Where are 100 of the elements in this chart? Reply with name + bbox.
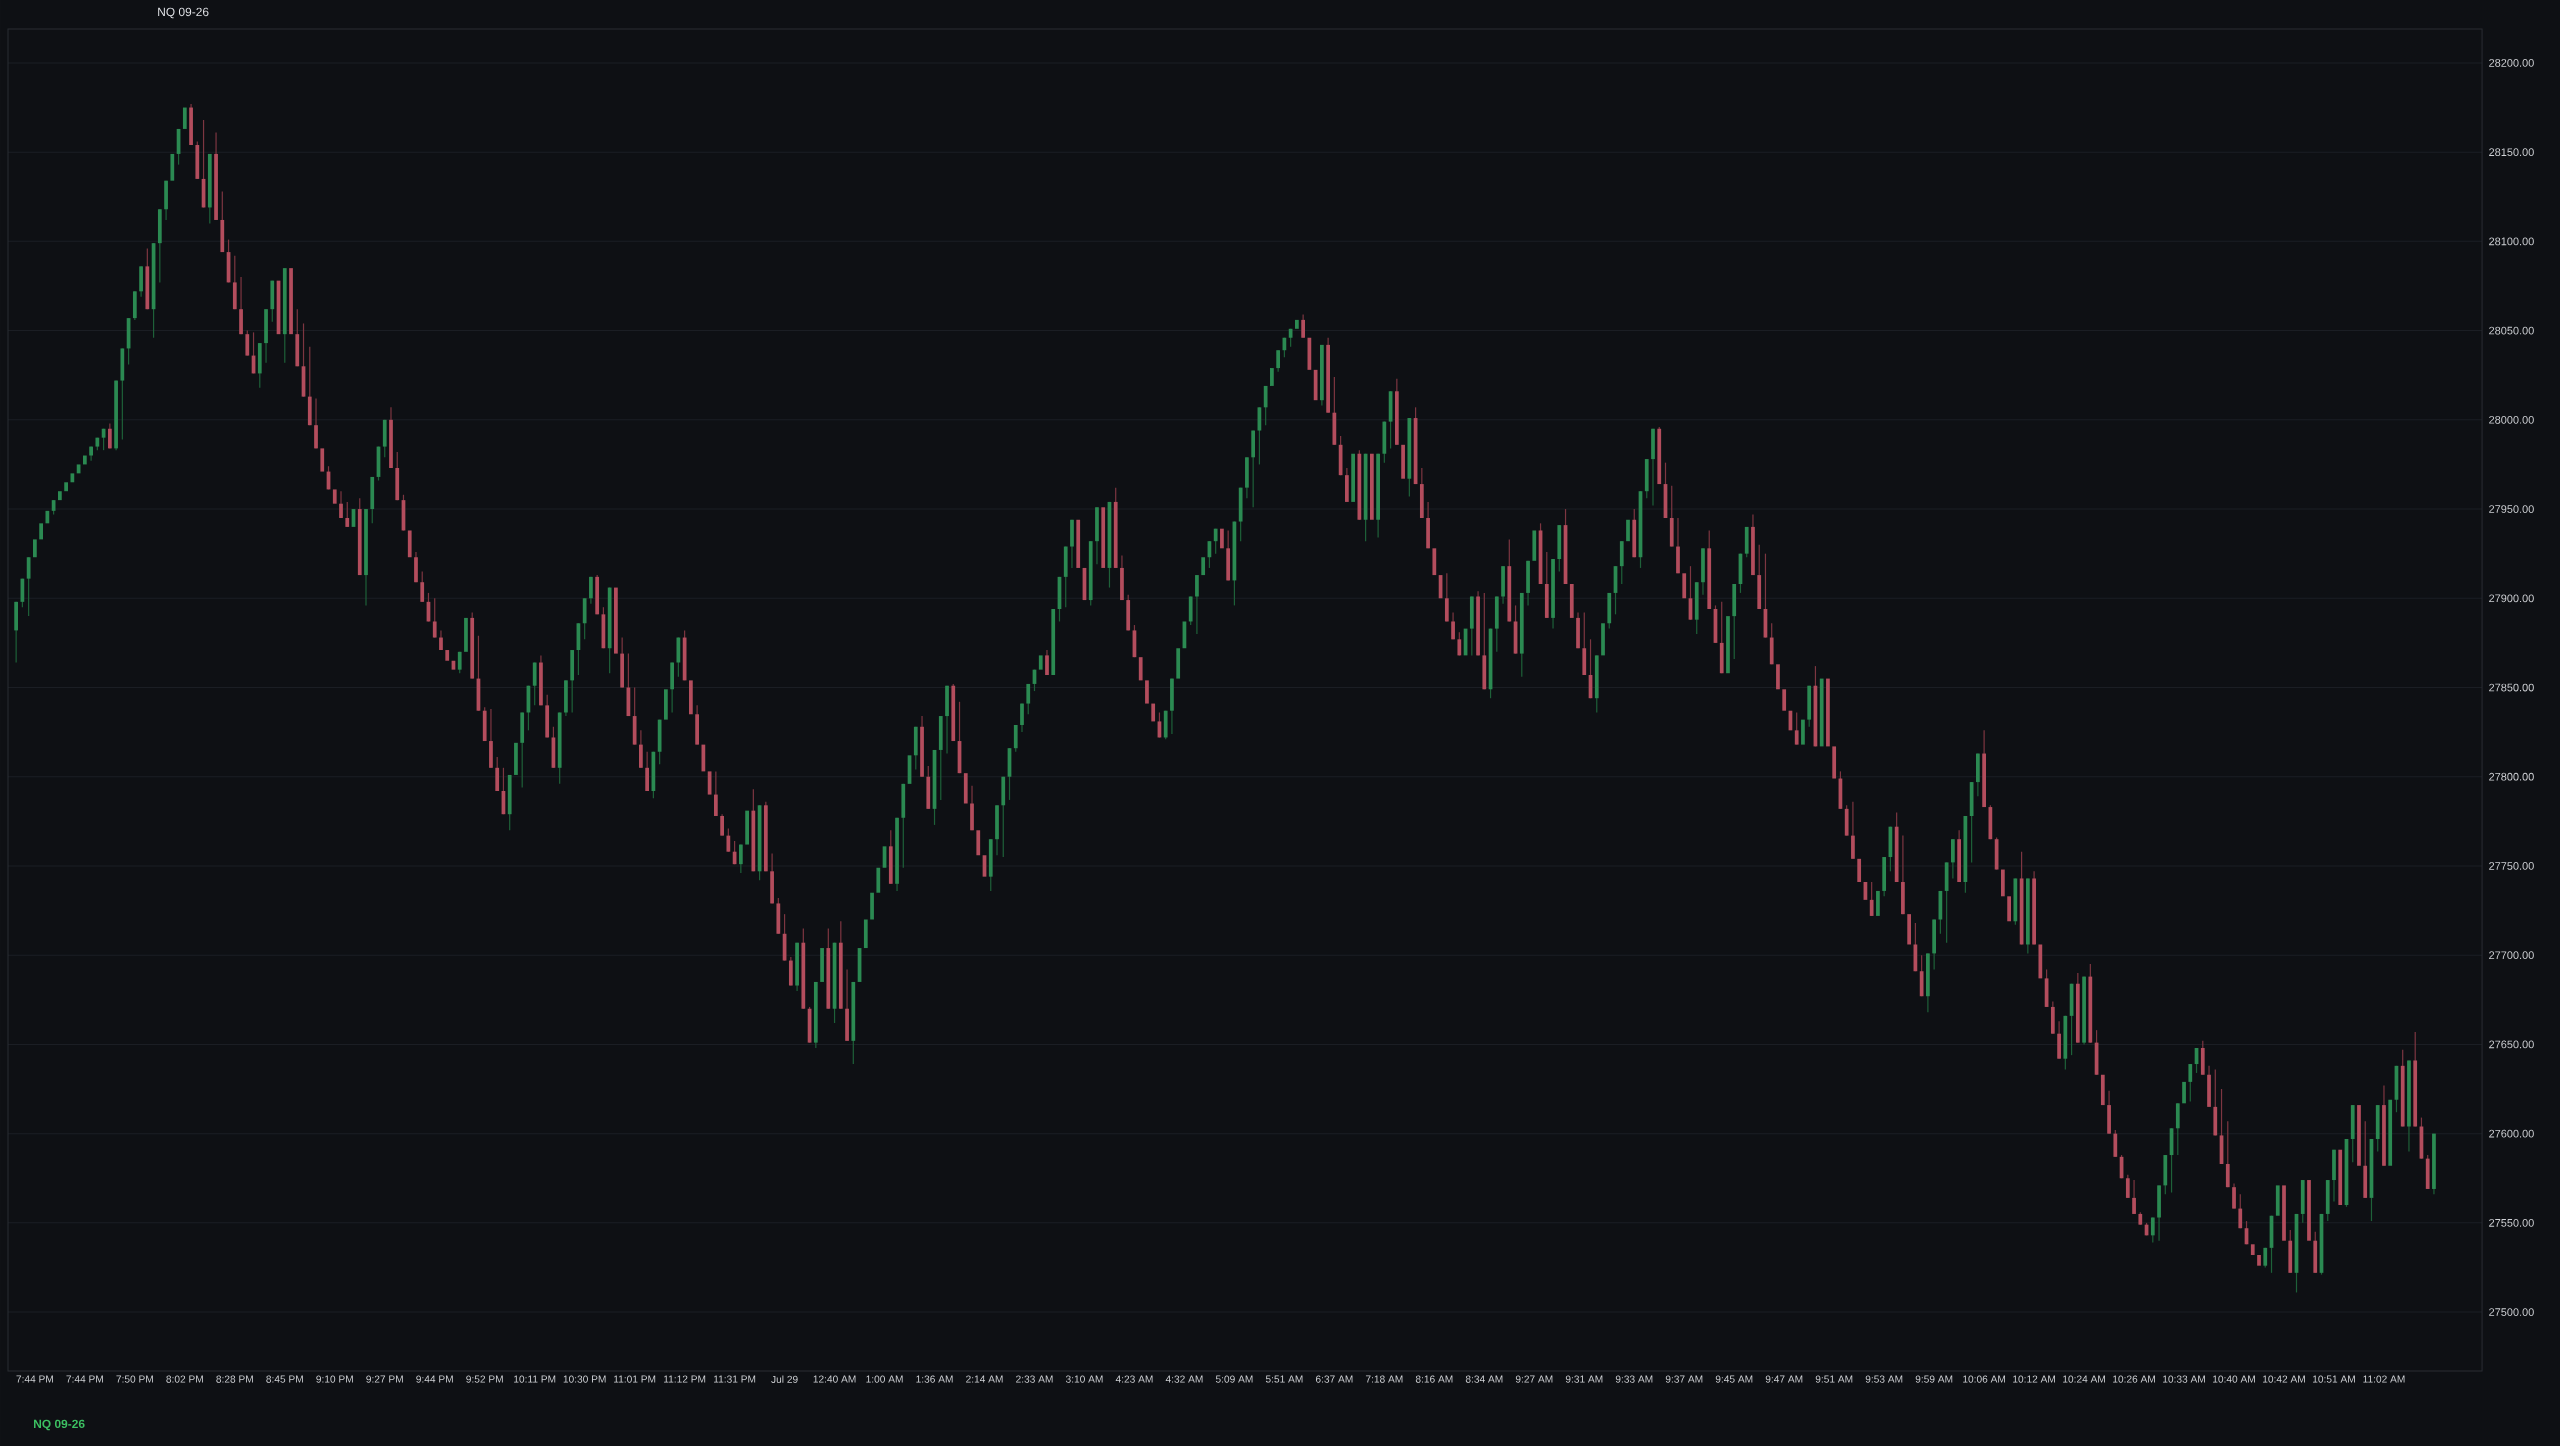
candlestick xyxy=(639,729,643,769)
candlestick xyxy=(689,680,693,715)
candlestick xyxy=(182,107,187,129)
candlestick xyxy=(1038,655,1043,670)
candlestick xyxy=(1195,574,1199,635)
candlestick xyxy=(345,501,350,528)
candlestick xyxy=(1794,711,1799,746)
candlestick xyxy=(2113,1129,2118,1158)
candlestick xyxy=(1907,914,1912,945)
candlestick xyxy=(2307,1180,2311,1241)
x-tick-label: 10:33 AM xyxy=(2163,1375,2205,1383)
candlestick xyxy=(738,843,743,874)
y-tick-label: 27850.00 xyxy=(2489,683,2534,692)
candlestick xyxy=(107,422,112,449)
candlestick xyxy=(2275,1185,2280,1216)
candlestick xyxy=(1369,453,1374,520)
candlestick xyxy=(407,530,412,558)
y-tick-label: 27750.00 xyxy=(2489,862,2534,870)
candlestick xyxy=(2388,1099,2393,1166)
x-tick-label: 9:33 AM xyxy=(1615,1375,1653,1383)
candlestick xyxy=(1819,678,1824,747)
candlestick xyxy=(863,919,868,949)
candlestick xyxy=(1857,858,1862,883)
x-tick-label: 8:28 PM xyxy=(216,1375,253,1383)
candlestick xyxy=(1313,369,1318,401)
x-tick-label: 2:14 AM xyxy=(966,1375,1003,1383)
candlestick xyxy=(720,813,724,837)
candlestick xyxy=(1951,838,1955,880)
candlestick xyxy=(70,473,75,483)
x-tick-label: 9:10 PM xyxy=(316,1375,353,1383)
x-tick-label: 9:51 AM xyxy=(1815,1375,1853,1383)
candlestick xyxy=(726,827,731,853)
x-tick-label: 10:11 PM xyxy=(514,1375,556,1383)
candlestick xyxy=(57,491,62,501)
x-tick-label: 2:33 AM xyxy=(1016,1375,1053,1383)
x-tick-label: 7:44 PM xyxy=(16,1375,53,1383)
candlestick xyxy=(1220,528,1224,549)
candlestick xyxy=(1138,657,1143,681)
candlestick xyxy=(1076,519,1081,568)
x-tick-label: 10:40 AM xyxy=(2213,1375,2255,1383)
y-tick-label: 28200.00 xyxy=(2489,59,2534,67)
y-tick-label: 28000.00 xyxy=(2489,415,2534,424)
candlestick xyxy=(445,650,450,661)
y-tick-label: 27600.00 xyxy=(2489,1129,2534,1138)
candlestick xyxy=(432,597,437,639)
candlestick xyxy=(332,489,337,504)
candlestick xyxy=(495,756,500,792)
x-tick-label: 10:12 AM xyxy=(2013,1375,2055,1383)
candlestick xyxy=(820,948,824,982)
x-tick-label: 10:24 AM xyxy=(2063,1375,2105,1383)
candlestick xyxy=(2000,869,2005,897)
candlestick xyxy=(170,153,175,181)
candlestick xyxy=(1801,719,1805,745)
y-tick-label: 28100.00 xyxy=(2489,237,2534,246)
candlestick xyxy=(1401,444,1405,479)
candlestick xyxy=(2238,1193,2243,1229)
x-tick-label: 9:31 AM xyxy=(1565,1375,1603,1383)
x-tick-label: 9:53 AM xyxy=(1865,1375,1903,1383)
candlestick xyxy=(701,744,706,772)
candlestick xyxy=(1682,573,1687,599)
x-tick-label: 6:37 AM xyxy=(1315,1375,1353,1383)
x-tick-label: 9:52 PM xyxy=(466,1375,503,1383)
candlestick xyxy=(1626,519,1630,542)
x-tick-label: 10:42 AM xyxy=(2263,1375,2305,1383)
y-tick-label: 28050.00 xyxy=(2489,326,2534,335)
candlestick xyxy=(2125,1174,2130,1199)
candlestick xyxy=(2100,1074,2105,1106)
candlestick xyxy=(976,830,981,856)
candlestick xyxy=(2232,1183,2236,1210)
candlestick xyxy=(420,570,425,603)
candlestick xyxy=(1726,616,1730,674)
candlestick xyxy=(464,617,468,652)
x-tick-label: 10:30 PM xyxy=(563,1375,606,1383)
x-tick-label: 5:09 AM xyxy=(1215,1375,1253,1383)
x-tick-label: 4:23 AM xyxy=(1115,1375,1153,1383)
candlestick xyxy=(1532,530,1537,561)
candlestick xyxy=(1301,313,1306,339)
candlestick xyxy=(1782,689,1787,711)
x-tick-label: 7:50 PM xyxy=(116,1375,153,1383)
candlestick xyxy=(1569,584,1574,618)
x-tick-label: 8:45 PM xyxy=(266,1375,303,1383)
candlestick xyxy=(1263,385,1268,426)
x-tick-label: 1:36 AM xyxy=(916,1375,953,1383)
candlestick xyxy=(289,268,293,335)
candlestick xyxy=(2182,1081,2186,1104)
candlestick xyxy=(33,539,37,558)
x-tick-label: 11:12 PM xyxy=(664,1375,706,1383)
y-tick-label: 27800.00 xyxy=(2489,772,2534,781)
text: NQ 09-26 xyxy=(34,1419,85,1431)
candlestick xyxy=(870,892,874,920)
x-tick-label: 11:02 AM xyxy=(2363,1375,2405,1383)
x-tick-label: 9:47 AM xyxy=(1765,1375,1803,1383)
candlestick xyxy=(1826,678,1830,747)
x-tick-label: Jul 29 xyxy=(771,1375,798,1383)
candlestick xyxy=(664,689,668,720)
candlestick xyxy=(713,770,718,817)
candlestick xyxy=(1176,648,1181,679)
x-tick-label: 8:02 PM xyxy=(166,1375,203,1383)
x-tick-label: 4:32 AM xyxy=(1165,1375,1203,1383)
x-tick-label: 9:27 AM xyxy=(1515,1375,1553,1383)
